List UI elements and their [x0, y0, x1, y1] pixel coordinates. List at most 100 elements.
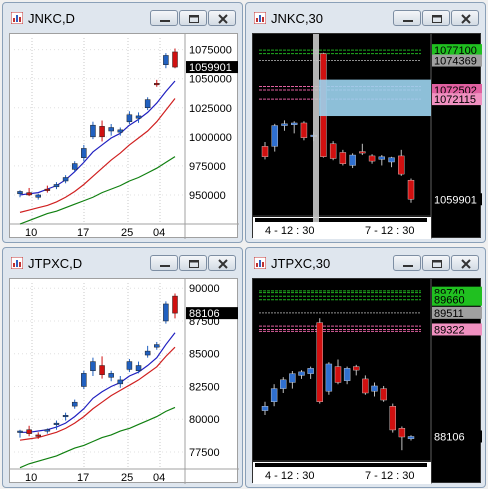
price-tag-label: 1077100 [434, 45, 477, 57]
candle-body [154, 344, 160, 348]
title-bar[interactable]: JNKC,30 [246, 3, 485, 33]
time-axis-label: 04 [153, 227, 165, 239]
price-tag-label: 89322 [434, 324, 465, 336]
chart-window-jnkc-daily: JNKC,D 1075000 1050000 1025000 1000000 97500… [2, 2, 243, 243]
candlestick-chart[interactable]: 1075000 1050000 1025000 1000000 975000 950000… [10, 34, 239, 239]
price-tag-label: 89660 [434, 295, 465, 307]
price-axis-label: 88500 [434, 397, 465, 409]
price-tag [432, 293, 482, 306]
minimize-button[interactable] [393, 255, 421, 271]
chart-area[interactable]: 90000 87500 85000 82500 80000 77500 88106 10 17 2… [9, 278, 239, 484]
chart-app-icon [11, 257, 23, 269]
candle-body [329, 143, 337, 159]
minimize-icon [160, 265, 170, 267]
time-axis-label: 17 [77, 227, 89, 239]
candle-body [407, 179, 415, 200]
candle-body [108, 373, 114, 378]
candle-body [62, 177, 69, 182]
close-button[interactable] [451, 10, 479, 26]
price-tag [432, 54, 482, 67]
candle-body [26, 429, 32, 434]
highlight-zone [319, 79, 431, 117]
chart-app-icon [254, 12, 266, 24]
maximize-button[interactable] [422, 10, 450, 26]
minimize-button[interactable] [393, 10, 421, 26]
candle-body [99, 126, 105, 138]
close-button[interactable] [451, 255, 479, 271]
price-axis-label: 82500 [189, 381, 220, 393]
moving-average-slow [19, 156, 176, 225]
price-tag [432, 323, 482, 336]
candle-body [362, 378, 369, 394]
price-axis-label: 80000 [189, 414, 220, 426]
candle-body [388, 157, 395, 163]
candle-body [334, 366, 342, 383]
price-tag-label: 1074369 [434, 56, 477, 68]
candle-body [343, 368, 351, 381]
time-axis-label: 10 [25, 472, 37, 484]
chart-app-icon [254, 257, 266, 269]
price-axis-label: 950000 [189, 190, 226, 202]
moving-average-fast [20, 332, 176, 433]
candle-body [270, 388, 278, 402]
maximize-button[interactable] [422, 255, 450, 271]
chart-area[interactable]: 1077100 1074369 1072502 1072115 1059901 10700… [252, 33, 482, 239]
candle-body [126, 361, 133, 370]
close-icon [218, 259, 228, 269]
candle-body [71, 163, 78, 170]
chart-window-jnkc-30: JNKC,30 1077100 1074369 1072502 1072115 1059… [245, 2, 486, 243]
time-axis-label: 17 [77, 472, 89, 484]
candle-body [316, 322, 323, 402]
close-button[interactable] [208, 255, 236, 271]
price-tag [432, 84, 482, 97]
candle-body [398, 155, 405, 175]
maximize-button[interactable] [179, 10, 207, 26]
time-axis-label: 25 [121, 227, 133, 239]
time-axis-label: 04 [153, 472, 165, 484]
title-bar[interactable]: JTPXC,30 [246, 248, 485, 278]
candle-body [398, 427, 406, 438]
candle-body [389, 405, 396, 431]
candlestick-chart[interactable]: 8974089660895118932288106890008850088000… [253, 279, 482, 484]
candle-body [71, 401, 78, 407]
minimize-button[interactable] [150, 255, 178, 271]
moving-average-mid [19, 346, 176, 441]
candle-body [90, 361, 96, 372]
price-axis-label: 88000 [434, 441, 465, 453]
last-price-label: 1059901 [189, 62, 232, 74]
chart-window-jtpxc-daily: JTPXC,D 90000 87500 85000 82500 80000 77500 88… [2, 247, 243, 488]
moving-average-mid [19, 98, 176, 213]
price-tag [432, 306, 482, 319]
time-axis-label: 7 - 12 : 30 [365, 225, 415, 237]
time-axis-background [253, 462, 431, 484]
candle-body [371, 385, 378, 392]
last-price-tag [186, 307, 238, 320]
price-axis-label: 1065000 [434, 150, 477, 162]
price-axis-label: 975000 [189, 161, 226, 173]
time-axis-label: 4 - 12 : 30 [265, 470, 315, 482]
maximize-icon [432, 15, 442, 23]
title-bar[interactable]: JNKC,D [3, 3, 242, 33]
minimize-button[interactable] [150, 10, 178, 26]
price-axis-label: 1075000 [189, 45, 232, 57]
chart-area[interactable]: 89740 89660 89511 89322 88106 89000 88500 88000… [252, 278, 482, 484]
candle-body [261, 405, 269, 411]
candle-body [62, 415, 69, 418]
maximize-button[interactable] [179, 255, 207, 271]
chart-area[interactable]: 1075000 1050000 1025000 1000000 975000 950000… [9, 33, 239, 239]
candle-body [17, 191, 23, 195]
candle-body [281, 123, 288, 126]
candle-body [280, 379, 287, 389]
price-tag-label: 89511 [434, 308, 464, 320]
close-button[interactable] [208, 10, 236, 26]
candle-body [172, 51, 178, 68]
candle-body [349, 154, 356, 166]
candlestick-chart[interactable]: 1077100107436910725021072115105990110700… [253, 34, 482, 239]
window-title: JTPXC,30 [271, 256, 331, 271]
price-axis-label: 1025000 [189, 103, 232, 115]
candle-body [172, 295, 178, 314]
title-bar[interactable]: JTPXC,D [3, 248, 242, 278]
close-icon [218, 14, 228, 24]
candle-body [135, 365, 142, 372]
